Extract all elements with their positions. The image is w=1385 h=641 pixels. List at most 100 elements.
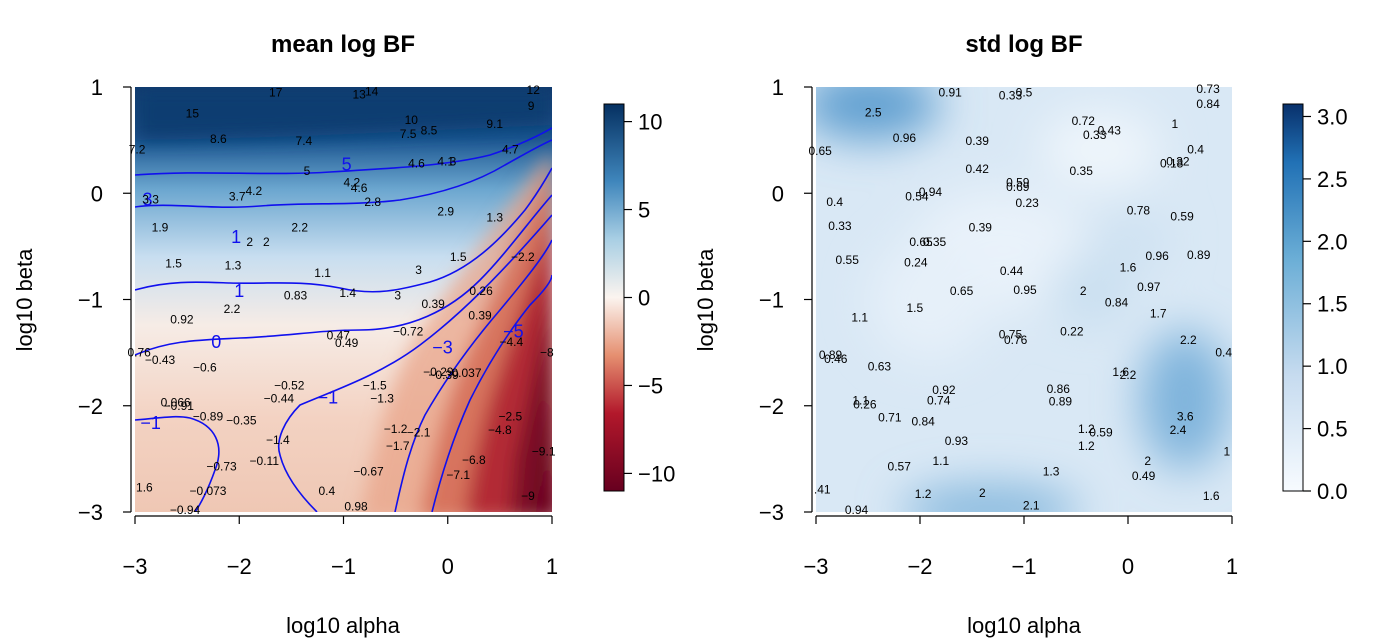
data-point-label: 14 <box>365 84 379 98</box>
data-point-label: 8.6 <box>210 132 227 146</box>
colorbar-tick-label: −10 <box>638 461 675 486</box>
data-labels: 0.91 0.330.5 0.730.842.50.72 10.330.430.96 0… <box>808 82 1232 517</box>
data-point-label: −0.52 <box>274 379 305 393</box>
colorbar-tick-label: 3.0 <box>1317 104 1348 129</box>
data-point-label: 3 <box>394 288 401 302</box>
data-point-label: 0.97 <box>1137 280 1161 294</box>
data-point-label: 2.8 <box>364 195 381 209</box>
data-point-label: 0.4 <box>318 484 335 498</box>
data-point-label: −9 <box>521 489 535 503</box>
data-point-label: 0.24 <box>904 255 928 269</box>
data-point-label: 7.2 <box>129 143 146 157</box>
data-point-label: 0.43 <box>1098 124 1122 138</box>
data-point-label: 1.6 <box>1112 365 1129 379</box>
data-point-label: 2.2 <box>1120 368 1137 382</box>
colorbar-ticks: −10 −5 0 5 10 <box>624 110 675 486</box>
data-point-label: 4.6 <box>408 157 425 171</box>
data-point-label: 5 <box>304 164 311 178</box>
contour-label: −1 <box>140 413 161 433</box>
colorbar-tick-label: 2.5 <box>1317 167 1348 192</box>
data-point-label: 0.92 <box>932 383 956 397</box>
data-point-label: 0.39 <box>468 308 492 322</box>
data-point-label: 1.7 <box>1150 306 1167 320</box>
data-point-label: 17 <box>269 85 283 99</box>
data-point-label: 0.26 <box>469 284 493 298</box>
data-point-label: 0.76 <box>1004 333 1028 347</box>
data-point-label: −9.1 <box>532 444 556 458</box>
data-point-label: 1.3 <box>486 211 503 225</box>
x-tick-label: 1 <box>546 554 558 579</box>
data-point-label: 0.42 <box>966 162 990 176</box>
data-point-label: .41 <box>814 483 831 497</box>
data-point-label: 0.65 <box>950 284 974 298</box>
data-point-label: 0.59 <box>1006 176 1030 190</box>
data-point-label: 1.5 <box>165 256 182 270</box>
data-point-label: −2.5 <box>498 409 522 423</box>
data-point-label: 0.49 <box>335 336 359 350</box>
colorbar-tick-label: 2.0 <box>1317 229 1348 254</box>
data-point-label: −0.94 <box>170 503 201 517</box>
data-point-label: 0.86 <box>1047 382 1071 396</box>
data-point-label: 0.39 <box>421 297 445 311</box>
x-axis-label: log10 alpha <box>286 613 401 638</box>
data-point-label: 0.037 <box>451 366 481 380</box>
contour-line-m3 <box>394 239 552 512</box>
data-point-label: 3 <box>450 154 457 168</box>
std-log-bf-panel: std log BF 0.91 0.330.5 0.730.842.50.72 10.… <box>693 31 1348 638</box>
data-point-label: −0.72 <box>393 324 424 338</box>
data-point-label: −0.43 <box>145 353 176 367</box>
data-point-label: 12 <box>527 83 541 97</box>
data-point-label: 0.65 <box>909 235 933 249</box>
data-point-label: 0.33 <box>1083 128 1107 142</box>
x-tick-label: 1 <box>1226 554 1238 579</box>
data-point-label: 0.72 <box>1072 114 1096 128</box>
colorbar-tick-label: 10 <box>638 110 662 135</box>
data-point-label: 0.95 <box>1013 283 1037 297</box>
y-tick-label: −2 <box>78 394 103 419</box>
data-point-label: 0.96 <box>1145 249 1169 263</box>
data-point-label: 15 <box>186 107 200 121</box>
data-point-label: 1.4 <box>339 286 356 300</box>
data-point-label: 13 <box>352 87 366 101</box>
data-point-label: 0.84 <box>911 415 935 429</box>
contour-label: 3 <box>143 190 153 210</box>
data-point-label: 0.94 <box>919 185 943 199</box>
data-point-label: 4.1 <box>437 154 454 168</box>
data-point-label: −0.44 <box>264 391 295 405</box>
colorbar-tick-label: 1.0 <box>1317 354 1348 379</box>
contour-label: −5 <box>503 321 524 341</box>
y-tick-label: 1 <box>91 75 103 100</box>
data-point-label: 2.5 <box>865 106 882 120</box>
data-point-label: 0.84 <box>1196 97 1220 111</box>
data-point-label: 0.39 <box>969 220 993 234</box>
data-point-label: −1.5 <box>363 379 387 393</box>
data-point-label: −0.89 <box>193 409 224 423</box>
colorbar-ramp <box>1282 103 1304 492</box>
x-tick-label: 0 <box>442 554 454 579</box>
data-point-label: 2.1 <box>1023 499 1040 513</box>
x-tick-label: −2 <box>227 554 252 579</box>
data-point-label: 0.89 <box>1187 248 1211 262</box>
data-point-label: 2 <box>979 486 986 500</box>
heatmap-surface <box>135 87 552 512</box>
data-point-label: 0.32 <box>1166 154 1190 168</box>
data-point-label: 0.46 <box>824 352 848 366</box>
y-tick-label: 0 <box>772 181 784 206</box>
data-point-label: −1.4 <box>266 433 290 447</box>
data-point-label: −8 <box>540 346 554 360</box>
contour-lines <box>135 127 552 512</box>
data-point-label: 0.93 <box>945 434 969 448</box>
x-tick-label: −1 <box>331 554 356 579</box>
data-point-label: −0.35 <box>226 414 257 428</box>
data-point-label: −0.073 <box>189 484 226 498</box>
data-point-label: 1.2 <box>1078 422 1095 436</box>
data-point-label: 3.3 <box>142 193 159 207</box>
axes: −3 −2 −1 0 1 −3 −2 −1 0 1 log10 alpha log10 beta <box>12 75 558 638</box>
y-axis-label: log10 beta <box>693 248 718 352</box>
data-point-label: 1.2 <box>1078 439 1095 453</box>
data-point-label: −2.2 <box>511 250 535 264</box>
data-point-label: 4.2 <box>343 176 360 190</box>
data-point-label: 0.22 <box>1060 324 1084 338</box>
data-point-label: −1.7 <box>386 439 410 453</box>
